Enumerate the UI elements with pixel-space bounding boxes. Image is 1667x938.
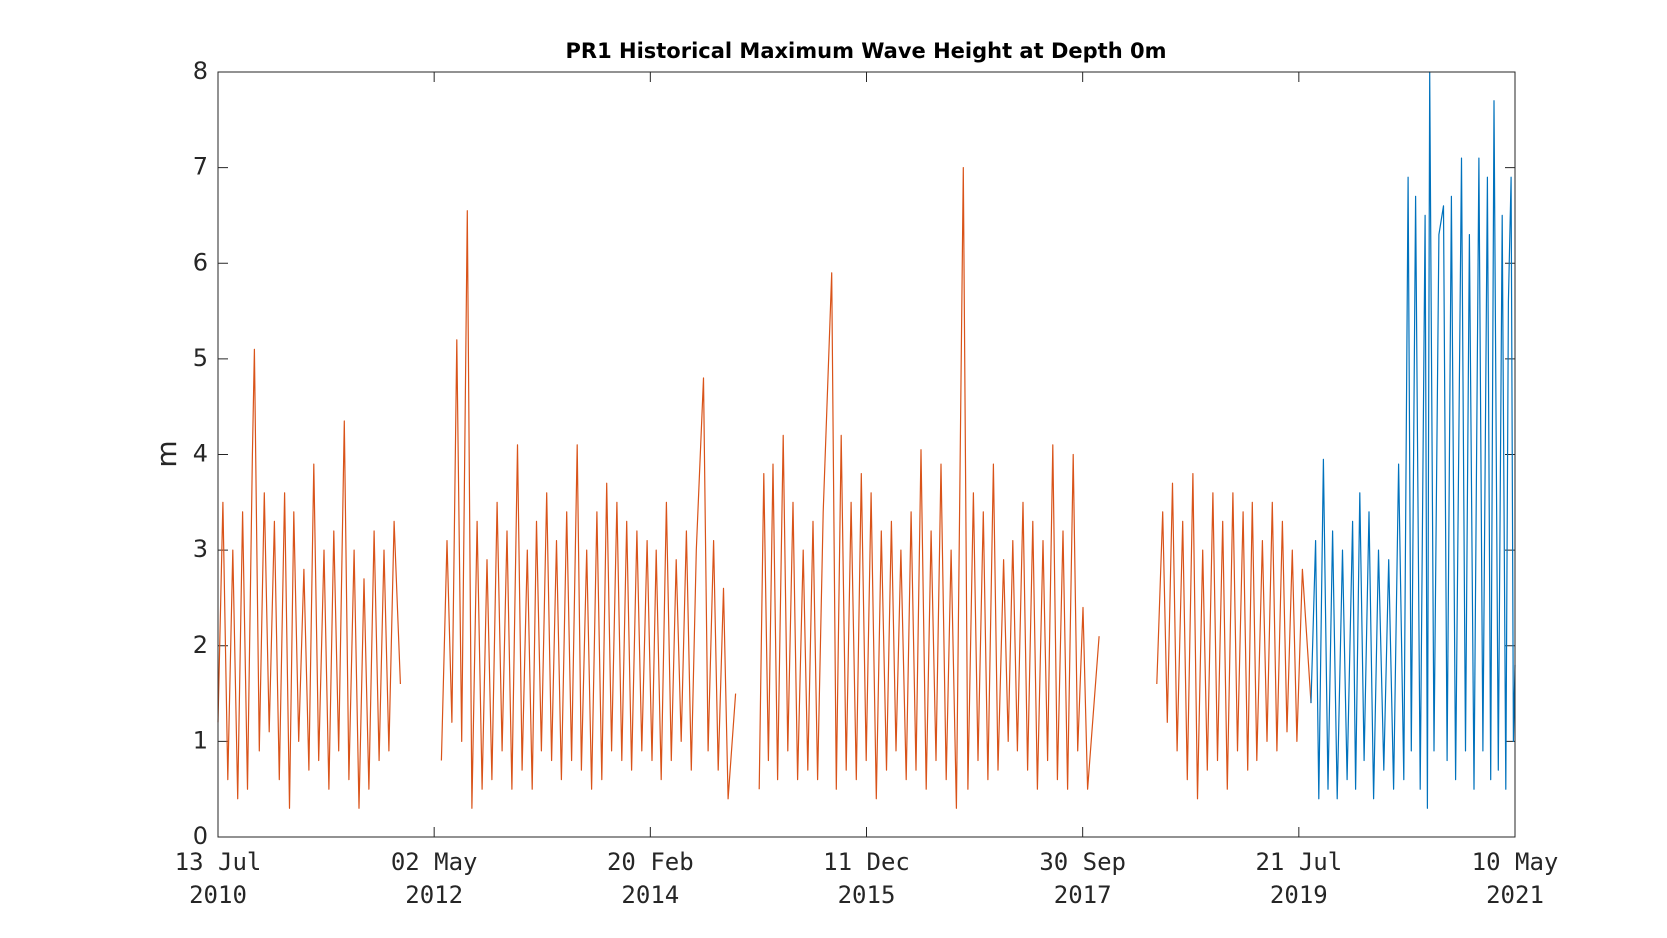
x-tick-label: 2014 [621,881,679,909]
y-tick-label: 3 [193,535,208,563]
x-tick-label: 11 Dec [823,848,910,876]
x-tick-label: 2010 [189,881,247,909]
data-line [1310,71,1516,809]
y-tick-label: 4 [193,440,208,468]
x-tick-label: 13 Jul [175,848,262,876]
x-tick-label: 20 Feb [607,848,694,876]
x-tick-label: 30 Sep [1039,848,1126,876]
y-tick-label: 2 [193,631,208,659]
x-tick-label: 10 May [1472,848,1559,876]
x-tick-label: 2017 [1054,881,1112,909]
y-tick-label: 5 [193,344,208,372]
y-axis-label: m [150,440,183,467]
y-tick-label: 6 [193,248,208,276]
y-tick-label: 8 [193,57,208,85]
x-tick-label: 2015 [838,881,896,909]
x-tick-label: 2021 [1486,881,1544,909]
plot-frame [217,71,1516,838]
chart-title: PR1 Historical Maximum Wave Height at De… [566,39,1167,63]
y-tick-label: 7 [193,153,208,181]
x-tick-label: 2019 [1270,881,1328,909]
y-tick-label: 1 [193,726,208,754]
x-tick-label: 02 May [391,848,478,876]
x-tick-label: 2012 [405,881,463,909]
data-line [217,167,1312,809]
x-tick-label: 21 Jul [1255,848,1342,876]
y-tick-label: 0 [193,822,208,850]
